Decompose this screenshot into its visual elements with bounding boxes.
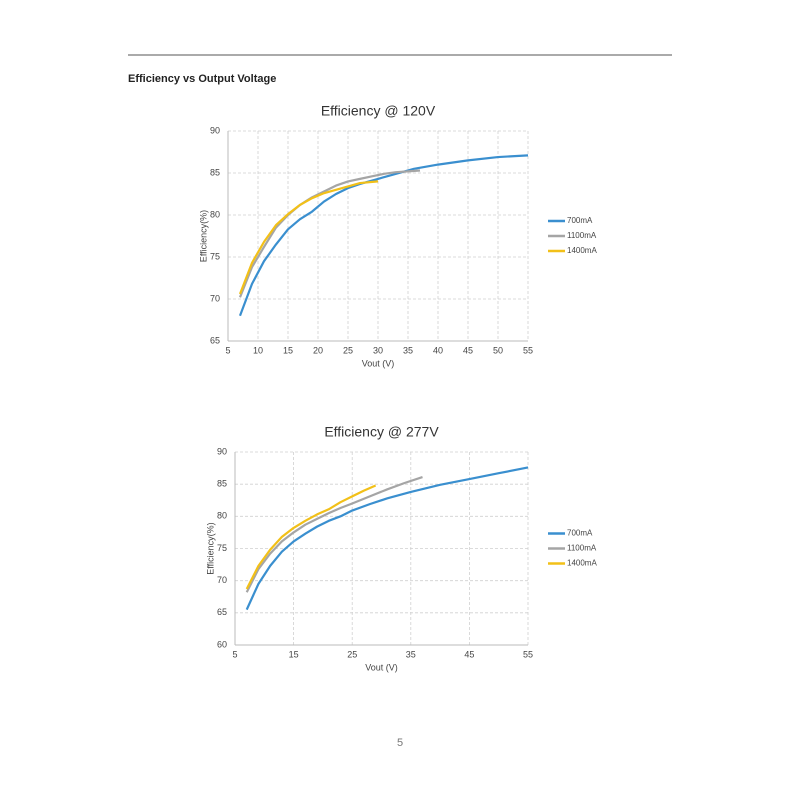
y-tick-label: 70 <box>210 293 220 303</box>
legend-label: 1400mA <box>567 559 597 568</box>
y-axis-label: Efficiency(%) <box>198 210 208 262</box>
y-tick-label: 60 <box>217 639 227 649</box>
x-tick-label: 35 <box>403 345 413 355</box>
x-tick-label: 55 <box>523 345 533 355</box>
data-line <box>238 180 379 295</box>
data-line <box>245 484 377 590</box>
x-tick-label: 55 <box>523 649 533 659</box>
y-tick-label: 80 <box>210 209 220 219</box>
y-tick-label: 85 <box>217 479 227 489</box>
y-axis-label: Efficiency(%) <box>205 522 215 574</box>
y-tick-label: 90 <box>210 125 220 135</box>
x-axis-label: Vout (V) <box>365 662 398 672</box>
x-tick-label: 25 <box>347 649 357 659</box>
x-tick-label: 10 <box>253 345 263 355</box>
data-line <box>238 169 421 298</box>
x-tick-label: 25 <box>343 345 353 355</box>
y-tick-label: 70 <box>217 575 227 585</box>
legend-label: 1100mA <box>567 544 597 553</box>
y-tick-label: 65 <box>210 335 220 345</box>
x-axis-label: Vout (V) <box>362 358 395 368</box>
y-tick-label: 75 <box>210 251 220 261</box>
legend-label: 700mA <box>567 216 593 225</box>
data-line <box>245 476 423 593</box>
x-tick-label: 5 <box>225 345 230 355</box>
x-tick-label: 5 <box>232 649 237 659</box>
data-line <box>238 154 529 317</box>
y-tick-label: 85 <box>210 167 220 177</box>
legend-label: 700mA <box>567 529 593 538</box>
x-tick-label: 30 <box>373 345 383 355</box>
x-tick-label: 15 <box>283 345 293 355</box>
x-tick-label: 20 <box>313 345 323 355</box>
x-tick-label: 35 <box>406 649 416 659</box>
x-tick-label: 45 <box>464 649 474 659</box>
y-tick-label: 65 <box>217 607 227 617</box>
x-tick-label: 40 <box>433 345 443 355</box>
section-heading: Efficiency vs Output Voltage <box>128 73 276 85</box>
legend-label: 1400mA <box>567 246 597 255</box>
legend-label: 1100mA <box>567 231 597 240</box>
y-tick-label: 75 <box>217 543 227 553</box>
y-tick-label: 90 <box>217 446 227 456</box>
chart-title: Efficiency @ 277V <box>324 424 439 440</box>
data-line <box>245 466 529 611</box>
x-tick-label: 45 <box>463 345 473 355</box>
x-tick-label: 15 <box>289 649 299 659</box>
chart-title: Efficiency @ 120V <box>321 103 436 119</box>
x-tick-label: 50 <box>493 345 503 355</box>
page-number: 5 <box>397 737 403 749</box>
y-tick-label: 80 <box>217 511 227 521</box>
